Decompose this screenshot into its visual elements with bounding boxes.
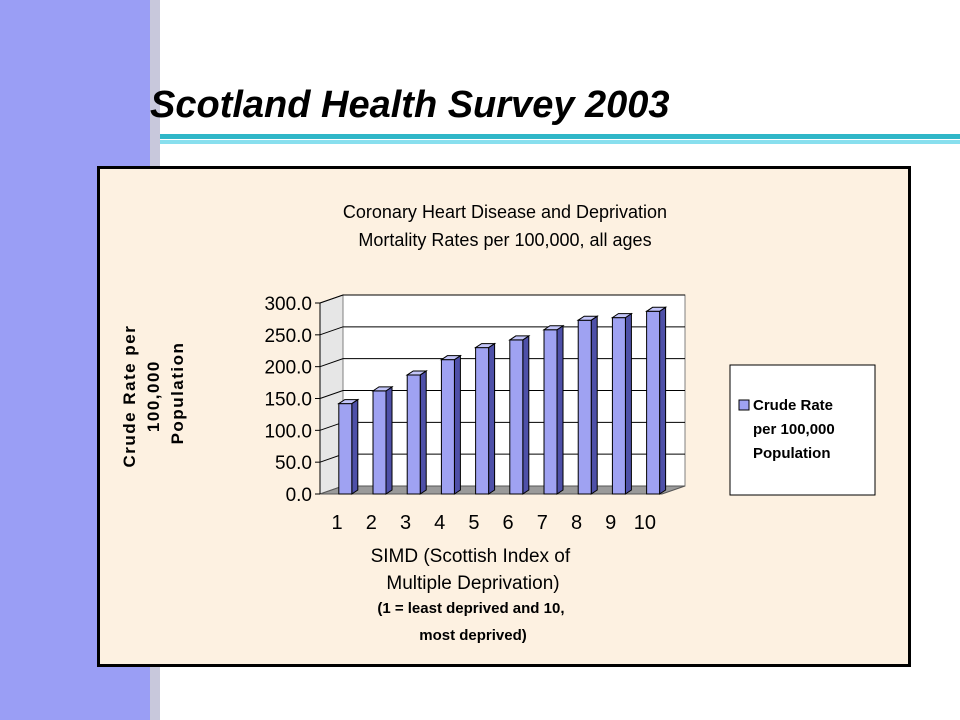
x-axis-note-line-2: most deprived): [419, 627, 527, 644]
bar-front: [475, 347, 490, 495]
bar-top: [337, 399, 360, 405]
bar-top: [576, 315, 599, 321]
bar-front: [440, 359, 455, 495]
bar: [508, 334, 531, 495]
y-axis-label-line-3: Population: [168, 342, 187, 445]
x-axis-note-line-1: (1 = least deprived and 10,: [377, 600, 564, 617]
bar: [576, 315, 599, 495]
bar-front: [406, 374, 421, 495]
legend-entry-line-3: Population: [753, 445, 831, 462]
y-tick-label: 300.0: [264, 294, 312, 315]
plot-area: 0.0 50.0 100.0 150.0 200.0 250.0 300.0 1 2 3 4 5 6 7 8…: [264, 294, 686, 534]
bar-side: [385, 385, 393, 495]
bar: [542, 324, 565, 495]
gridline: [319, 326, 685, 336]
title-rule-highlight: [160, 140, 960, 144]
bar-front: [646, 310, 661, 495]
slide-title: Scotland Health Survey 2003: [150, 84, 670, 126]
x-tick-label: 3: [400, 512, 411, 534]
gridline: [319, 294, 685, 304]
bar-side: [556, 324, 564, 495]
legend-box: [729, 364, 876, 496]
legend-entry-line-2: per 100,000: [753, 421, 835, 438]
bar-top: [542, 325, 565, 331]
bar: [439, 354, 463, 495]
x-axis-note: (1 = least deprived and 10, most deprive…: [377, 600, 568, 644]
x-axis-label-line-1: SIMD (Scottish Index of: [371, 546, 571, 567]
bar-top: [508, 335, 531, 341]
chart-subtitle: Mortality Rates per 100,000, all ages: [358, 230, 651, 250]
bar-top: [473, 343, 497, 349]
bar-side: [522, 334, 530, 495]
x-tick-label: 10: [634, 512, 656, 534]
legend-entry: Crude Rate per 100,000 Population: [753, 397, 839, 462]
y-tick-label: 100.0: [264, 421, 312, 442]
x-tick-label: 4: [434, 512, 445, 534]
bar-front: [543, 329, 558, 495]
bar-side: [590, 315, 598, 495]
x-tick-label: 9: [605, 512, 616, 534]
bar-front: [338, 403, 353, 495]
y-tick-label: 50.0: [275, 453, 312, 474]
x-tick-label: 5: [468, 512, 479, 534]
bar-top: [644, 306, 668, 312]
y-axis-label-line-2: 100,000: [144, 360, 163, 432]
bar: [644, 306, 668, 495]
gridline: [319, 358, 685, 368]
bar-side: [488, 342, 496, 495]
title-rule: [160, 134, 960, 139]
y-tick-label: 250.0: [264, 326, 312, 347]
bar: [337, 398, 360, 495]
bar-top: [371, 386, 394, 392]
y-tick-label: 150.0: [264, 390, 312, 411]
bar-top: [439, 355, 463, 361]
x-tick-label: 6: [503, 512, 514, 534]
bar: [405, 370, 428, 495]
y-axis-label: Crude Rate per 100,000 Population: [120, 318, 187, 467]
x-axis-label-line-2: Multiple Deprivation): [386, 573, 559, 594]
x-tick-label: 2: [366, 512, 377, 534]
bar-top: [610, 313, 634, 319]
y-tick-label: 200.0: [264, 358, 312, 379]
bar: [610, 312, 634, 495]
bar-side: [419, 370, 427, 495]
bar-side: [351, 398, 359, 495]
y-axis-label-line-1: Crude Rate per: [120, 325, 139, 468]
legend-swatch: [738, 399, 750, 411]
y-tick-label: 0.0: [286, 485, 312, 506]
bar-front: [509, 339, 524, 495]
x-axis-label: SIMD (Scottish Index of Multiple Depriva…: [371, 546, 576, 594]
chart-svg: Coronary Heart Disease and Deprivation M…: [120, 202, 876, 644]
bar-side: [659, 306, 667, 495]
bar-side: [624, 312, 632, 495]
x-tick-label: 1: [332, 512, 343, 534]
bar: [371, 385, 394, 495]
legend-entry-line-1: Crude Rate: [753, 397, 833, 414]
gridline: [319, 390, 685, 399]
bar-front: [372, 390, 387, 495]
chart-title: Coronary Heart Disease and Deprivation: [343, 202, 667, 222]
bar: [473, 342, 497, 495]
bar-side: [453, 354, 461, 495]
x-tick-label: 8: [571, 512, 582, 534]
chart-frame: Coronary Heart Disease and Deprivation M…: [97, 166, 911, 667]
bar-top: [405, 370, 428, 376]
x-tick-label: 7: [537, 512, 548, 534]
bar-front: [611, 317, 626, 495]
bar-front: [577, 319, 592, 495]
